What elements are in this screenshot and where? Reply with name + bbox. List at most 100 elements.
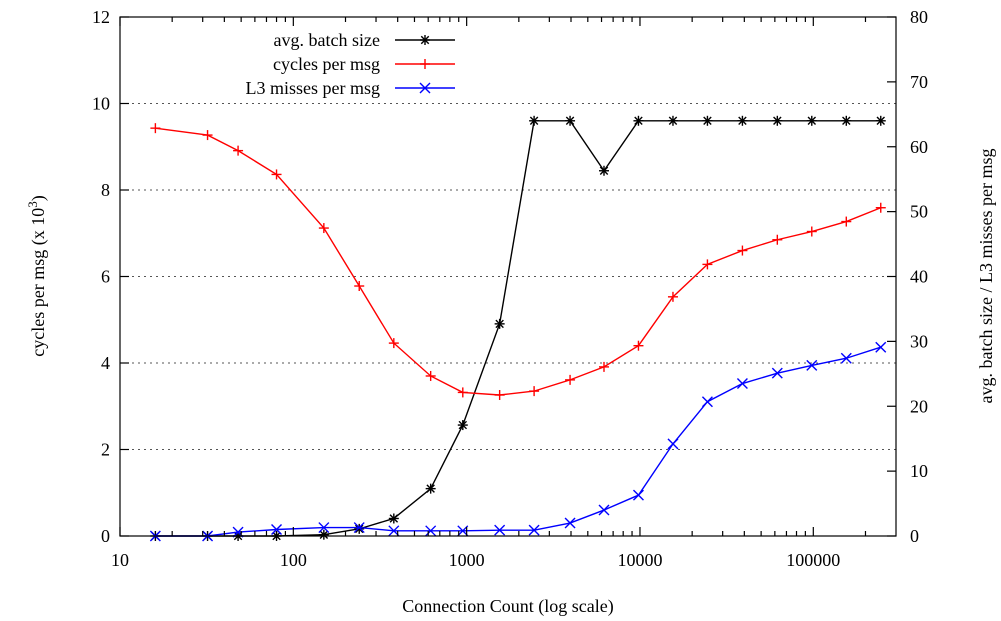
data-point-cycles [354,281,365,292]
legend: avg. batch size cycles per msg L3 misses p… [246,30,455,98]
data-point-cycles [233,145,244,156]
data-point-l3-misses-stroke [528,524,540,536]
data-point-cycles [702,259,713,270]
y-axis-left-label-exponent: 3 [25,201,40,208]
data-point-l3-misses [632,489,644,501]
data-point-batch-size-stroke [354,524,364,534]
data-point-batch-size-stroke [458,420,468,430]
data-point-batch-size-stroke [319,530,329,539]
legend-marker-l3-misses-stroke [419,82,431,94]
x-tick-label: 10000 [617,550,662,570]
data-point-batch-size-stroke [703,116,712,126]
data-point-l3-misses [598,504,610,516]
y-right-tick-label: 10 [910,461,928,481]
data-point-cycles [425,370,436,381]
y-right-tick-label: 20 [910,396,928,416]
data-point-l3-misses-stroke [771,367,783,379]
data-point-l3-misses [771,367,783,379]
data-point-batch-size-stroke [668,116,678,126]
data-point-cycles [667,291,678,302]
y-right-tick-label: 30 [910,331,928,351]
data-point-batch-size [354,523,365,534]
y-axis-left-label-base: cycles per msg (x 10 [28,208,49,357]
y-left-tick-label: 4 [101,353,110,373]
data-point-batch-size [806,115,817,126]
data-point-batch-size [772,115,783,126]
y-left-tick-label: 12 [92,7,110,27]
y-right-tick-label: 0 [910,526,919,546]
series-line-batch-size [155,120,881,537]
y-right-tick-label: 60 [910,137,928,157]
data-point-cycles [737,245,748,256]
data-point-batch-size-stroke [495,319,504,329]
data-point-batch-size [529,115,540,126]
data-point-l3-misses [806,359,818,371]
data-point-batch-size [388,513,399,524]
data-point-cycles [202,130,213,141]
data-point-cycles [633,340,644,351]
series-line-l3-misses [155,346,881,537]
y-left-tick-label: 8 [101,180,110,200]
legend-marker-l3-misses [419,82,431,94]
data-point-batch-size-stroke [389,514,399,523]
data-point-cycles [772,234,783,245]
y-right-tick-label: 40 [910,267,928,287]
data-point-l3-misses-stroke [736,378,748,390]
y-axis-right-label: avg. batch size / L3 misses per msg [976,149,996,404]
legend-label-cycles: cycles per msg [273,54,380,74]
data-point-batch-size-stroke [599,166,609,175]
data-point-l3-misses-stroke [806,359,818,371]
data-point-l3-misses-stroke [667,438,679,450]
data-point-batch-size [841,115,852,126]
series-layer [149,115,887,542]
data-point-cycles [841,216,852,227]
data-point-batch-size [565,115,576,126]
data-point-l3-misses [528,524,540,536]
data-point-batch-size-stroke [634,116,643,126]
x-tick-label: 100 [280,550,307,570]
data-point-l3-misses-stroke [425,525,437,537]
data-point-batch-size-stroke [807,116,817,126]
data-point-batch-size [598,165,609,176]
data-point-l3-misses [564,517,576,529]
data-point-batch-size-stroke [529,116,539,126]
data-point-cycles [318,223,329,234]
y-axis-left-label: cycles per msg (x 103) [25,195,49,356]
data-point-batch-size [457,420,468,431]
data-point-l3-misses-stroke [271,524,283,536]
data-point-l3-misses-stroke [318,522,330,534]
data-point-cycles [494,390,505,401]
data-point-cycles [598,361,609,372]
data-point-batch-size [667,115,678,126]
data-point-l3-misses-stroke [353,522,365,534]
y-left-tick-label: 6 [101,267,110,287]
x-tick-label: 100000 [786,550,840,570]
data-point-l3-misses-stroke [564,517,576,529]
x-tick-label: 1000 [449,550,485,570]
legend-label-batch-size: avg. batch size [274,30,380,50]
data-point-l3-misses [318,522,330,534]
data-point-batch-size [633,115,644,126]
data-point-batch-size [737,115,748,126]
x-axis-label: Connection Count (log scale) [402,596,613,617]
y-right-tick-label: 80 [910,7,928,27]
data-point-cycles [457,387,468,398]
y-left-tick-label: 10 [92,94,110,114]
data-point-cycles [150,123,161,134]
data-point-batch-size-stroke [426,484,435,493]
data-point-l3-misses [494,524,506,536]
data-point-l3-misses [271,524,283,536]
legend-marker-batch-size-stroke [420,35,430,45]
legend-marker-batch-size [420,35,430,45]
data-point-cycles [271,169,282,180]
data-point-l3-misses [701,396,713,408]
y-left-tick-label: 2 [101,440,110,460]
data-point-batch-size-stroke [876,116,886,126]
data-point-l3-misses [875,341,887,353]
data-point-batch-size [425,483,436,494]
y-left-tick-label: 0 [101,526,110,546]
y-right-tick-label: 50 [910,202,928,222]
data-point-l3-misses [667,438,679,450]
data-point-cycles [565,374,576,385]
